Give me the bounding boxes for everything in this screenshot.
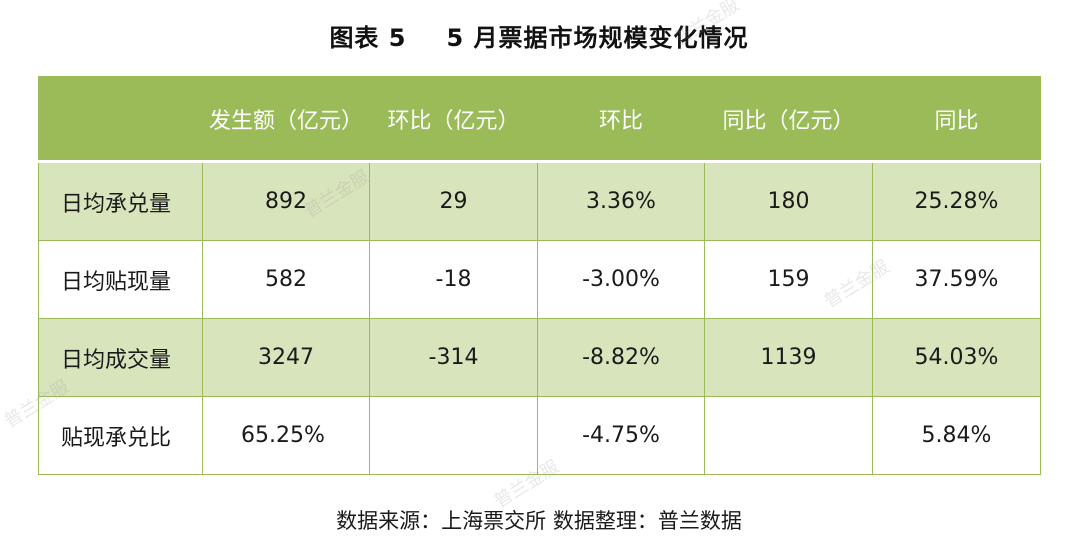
header-yoy-pct: 同比 [872, 76, 1041, 163]
table-row: 贴现承兑比 65.25% -4.75% 5.84% [38, 396, 1041, 475]
cell-yoy-amount: 1139 [704, 318, 873, 397]
cell-amount: 582 [202, 240, 370, 319]
figure-number: 图表 5 [329, 24, 407, 52]
figure-caption: 5 月票据市场规模变化情况 [446, 24, 749, 52]
cell-mom-amount: -18 [369, 240, 538, 319]
row-label: 日均贴现量 [38, 240, 203, 319]
source-note: 数据来源：上海票交所 数据整理：普兰数据 [336, 509, 742, 533]
cell-yoy-pct: 25.28% [872, 161, 1041, 241]
cell-mom-amount: 29 [369, 161, 538, 241]
cell-mom-pct: 3.36% [537, 161, 705, 241]
header-mom-amount: 环比（亿元） [369, 76, 538, 163]
row-label: 日均成交量 [38, 318, 203, 397]
cell-mom-pct: -4.75% [537, 396, 705, 475]
cell-amount: 892 [202, 161, 370, 241]
cell-mom-pct: -8.82% [537, 318, 705, 397]
row-label: 贴现承兑比 [38, 396, 203, 475]
row-label: 日均承兑量 [38, 161, 203, 241]
cell-mom-amount [369, 396, 538, 475]
table-row: 日均承兑量 892 29 3.36% 180 25.28% [38, 161, 1041, 241]
cell-yoy-amount: 180 [704, 161, 873, 241]
header-yoy-amount: 同比（亿元） [704, 76, 873, 163]
table-row: 日均成交量 3247 -314 -8.82% 1139 54.03% [38, 318, 1041, 397]
figure-title: 图表 5 5 月票据市场规模变化情况 [0, 18, 1078, 53]
header-mom-pct: 环比 [537, 76, 705, 163]
cell-yoy-amount: 159 [704, 240, 873, 319]
cell-yoy-pct: 37.59% [872, 240, 1041, 319]
cell-yoy-amount [704, 396, 873, 475]
table-row: 日均贴现量 582 -18 -3.00% 159 37.59% [38, 240, 1041, 319]
table-header-row: 发生额（亿元） 环比（亿元） 环比 同比（亿元） 同比 [38, 76, 1041, 163]
header-amount: 发生额（亿元） [202, 76, 370, 163]
cell-yoy-pct: 54.03% [872, 318, 1041, 397]
header-corner [38, 76, 203, 163]
market-scale-table: 发生额（亿元） 环比（亿元） 环比 同比（亿元） 同比 日均承兑量 892 29… [38, 76, 1041, 475]
cell-mom-amount: -314 [369, 318, 538, 397]
cell-amount: 3247 [202, 318, 370, 397]
cell-mom-pct: -3.00% [537, 240, 705, 319]
cell-yoy-pct: 5.84% [872, 396, 1041, 475]
cell-amount: 65.25% [202, 396, 370, 475]
